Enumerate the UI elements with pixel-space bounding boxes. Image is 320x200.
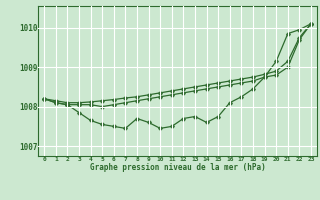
X-axis label: Graphe pression niveau de la mer (hPa): Graphe pression niveau de la mer (hPa) [90, 163, 266, 172]
